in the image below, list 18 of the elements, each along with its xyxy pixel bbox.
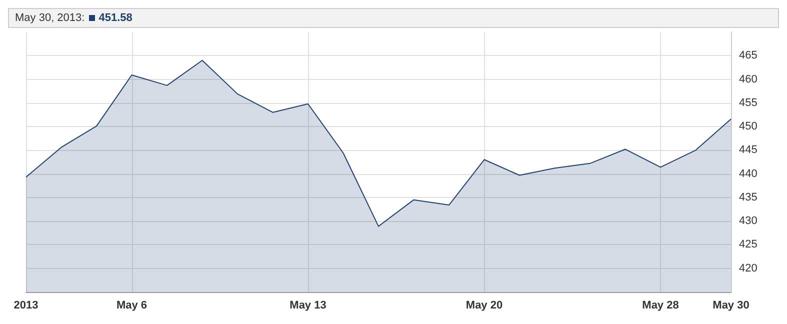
x-tick-label: May 30 [712,300,750,312]
y-tick-label: 445 [739,144,758,156]
y-tick-label: 435 [739,191,758,204]
y-tick-label: 450 [739,120,758,133]
y-tick-label: 440 [739,168,758,180]
text: 451.58 [98,12,132,24]
text: May 30, 2013: [15,12,85,24]
y-tick-label: 425 [739,238,758,251]
x-tick-label: May 20 [466,300,503,312]
y-tick-label: 455 [739,96,758,109]
x-tick-label: May 28 [642,300,679,312]
y-tick-label: 465 [739,50,758,62]
y-tick-label: 420 [739,262,758,274]
x-tick-label: May 6 [116,300,148,312]
y-tick-label: 460 [739,73,758,86]
x-tick-label: 2013 [14,300,38,312]
x-tick-label: May 13 [290,300,326,312]
y-tick-label: 430 [739,215,758,228]
